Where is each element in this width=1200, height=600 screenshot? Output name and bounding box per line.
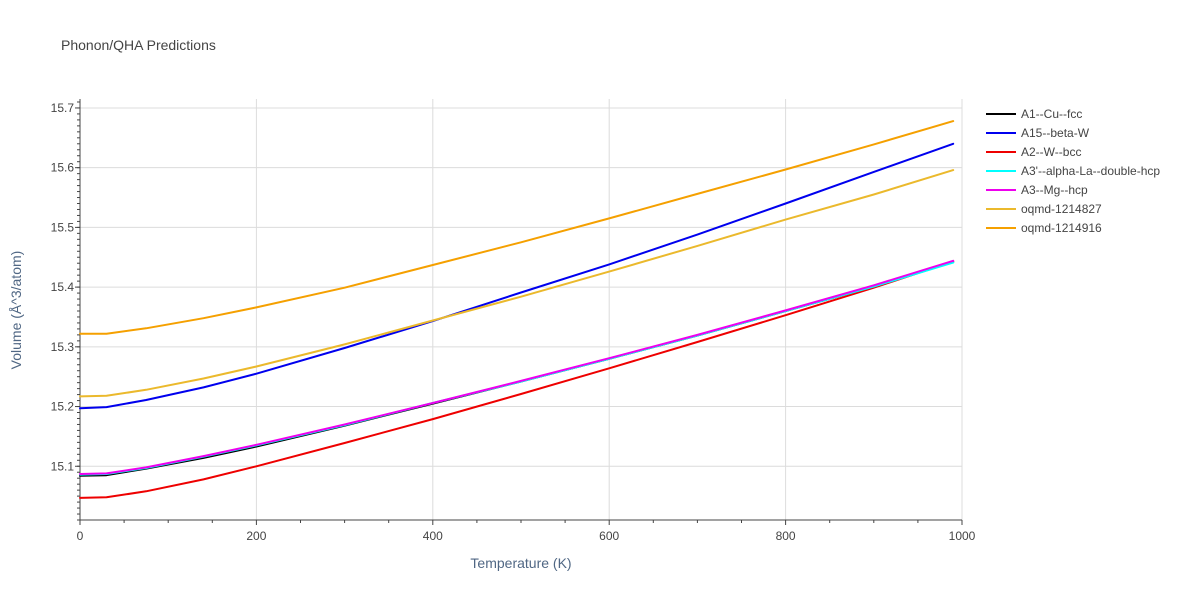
legend-label: oqmd-1214916: [1021, 221, 1102, 235]
legend-label: oqmd-1214827: [1021, 202, 1102, 216]
legend-item[interactable]: A3'--alpha-La--double-hcp: [986, 164, 1160, 178]
y-tick-label: 15.6: [51, 161, 75, 175]
legend-item[interactable]: A15--beta-W: [986, 126, 1090, 140]
legend-label: A3--Mg--hcp: [1021, 183, 1088, 197]
y-tick-label: 15.7: [51, 101, 75, 115]
x-tick-label: 800: [776, 529, 796, 543]
x-tick-label: 0: [77, 529, 84, 543]
chart-title: Phonon/QHA Predictions: [61, 37, 216, 53]
legend-item[interactable]: oqmd-1214827: [986, 202, 1102, 216]
x-tick-label: 200: [246, 529, 266, 543]
y-axis-title: Volume (Å^3/atom): [8, 251, 24, 370]
legend-item[interactable]: A1--Cu--fcc: [986, 107, 1082, 121]
series-lines: [79, 120, 955, 499]
legend[interactable]: A1--Cu--fcc A15--beta-W A2--W--bcc A3'--alp…: [986, 107, 1160, 235]
axes: 0 200 400 600 800 1000 15.1 15.2 15.3 15.4 15.5 15.…: [51, 99, 976, 543]
series-line: [79, 260, 955, 499]
series-line: [79, 169, 955, 398]
series-line: [79, 259, 955, 475]
y-tick-label: 15.4: [51, 280, 75, 294]
series-line: [79, 120, 955, 335]
legend-item[interactable]: A3--Mg--hcp: [986, 183, 1088, 197]
x-tick-label: 600: [599, 529, 619, 543]
legend-item[interactable]: A2--W--bcc: [986, 145, 1081, 159]
y-tick-label: 15.1: [51, 459, 75, 473]
legend-label: A1--Cu--fcc: [1021, 107, 1082, 121]
x-axis-title: Temperature (K): [470, 555, 571, 571]
legend-item[interactable]: oqmd-1214916: [986, 221, 1102, 235]
y-tick-label: 15.5: [51, 220, 75, 234]
y-tick-label: 15.3: [51, 340, 75, 354]
grid: [80, 99, 963, 520]
series-line: [79, 142, 955, 410]
x-tick-label: 1000: [949, 529, 976, 543]
y-tick-label: 15.2: [51, 400, 75, 414]
x-tick-label: 400: [423, 529, 443, 543]
legend-label: A15--beta-W: [1021, 126, 1090, 140]
legend-label: A3'--alpha-La--double-hcp: [1021, 164, 1160, 178]
legend-label: A2--W--bcc: [1021, 145, 1081, 159]
